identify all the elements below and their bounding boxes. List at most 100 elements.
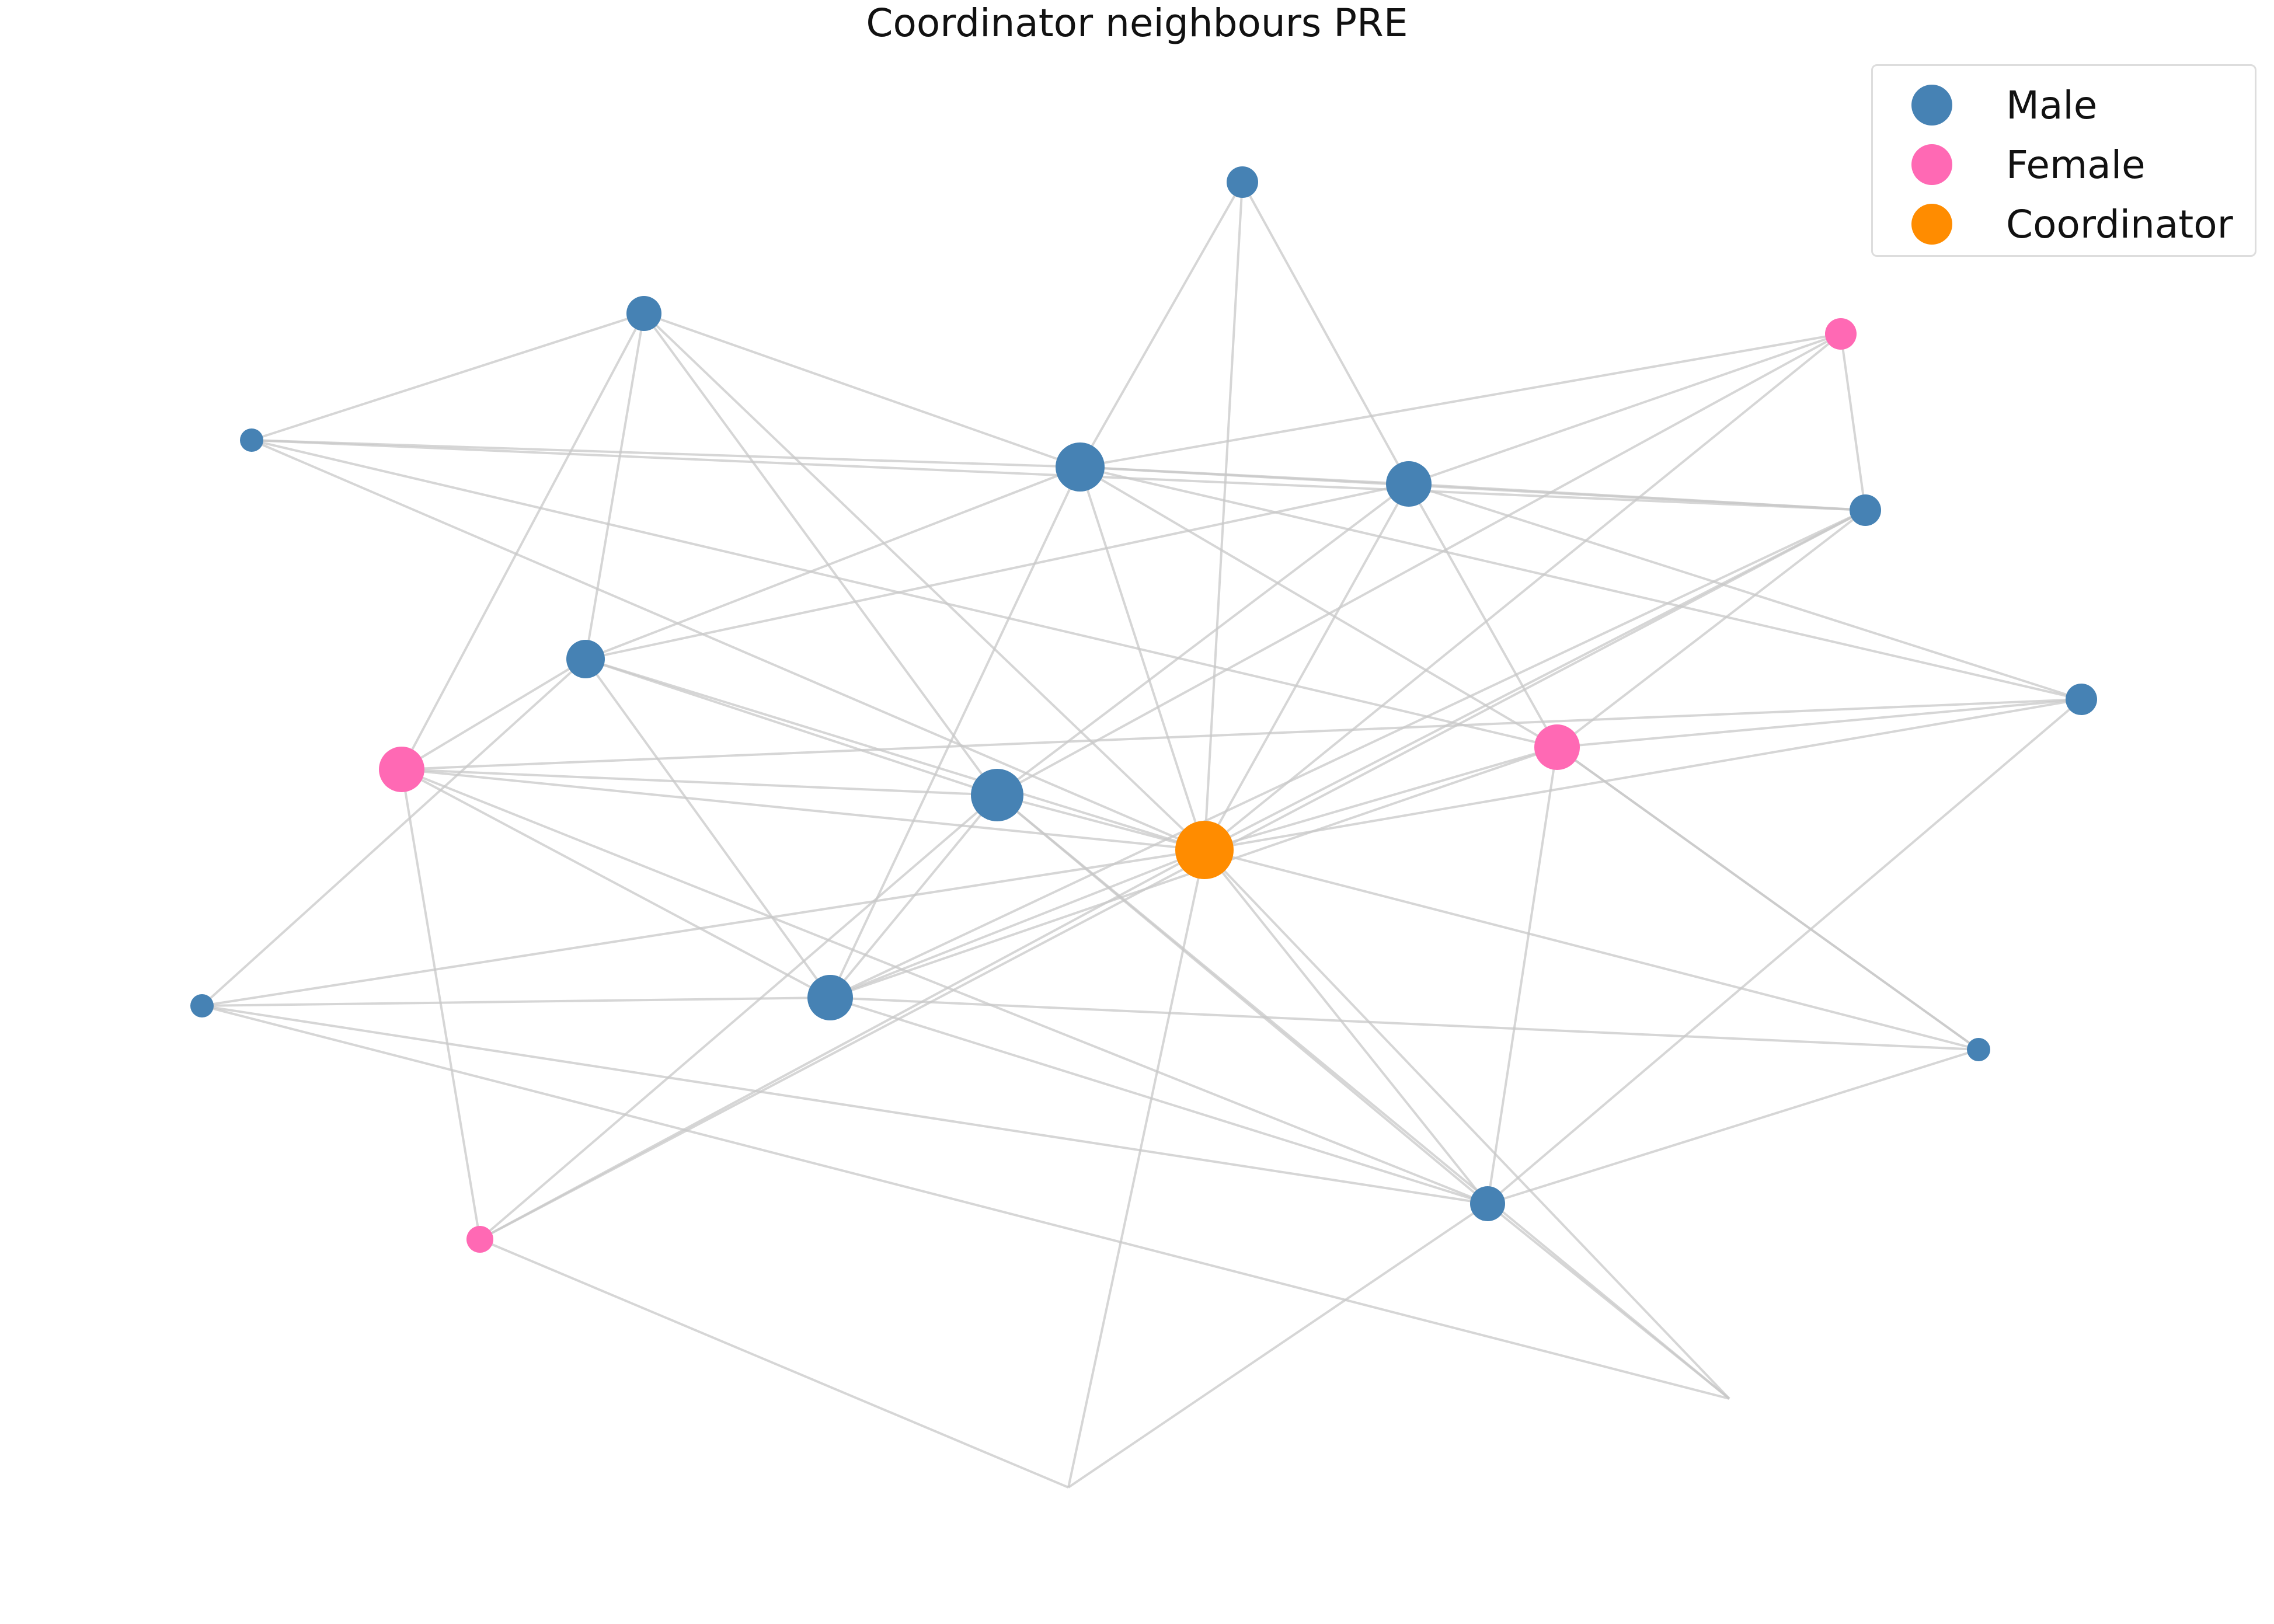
edge-m9-m12 bbox=[1486, 698, 2083, 1205]
edge-m6-m7 bbox=[585, 658, 998, 796]
legend-item-female: Female bbox=[1873, 136, 2255, 194]
legend-item-coordinator: Coordinator bbox=[1873, 196, 2255, 254]
edge-f1-m8 bbox=[1840, 333, 1866, 511]
edge-m1-m4 bbox=[1079, 182, 1244, 468]
node-m9 bbox=[2066, 684, 2097, 715]
edge-m4-f3 bbox=[1079, 466, 1558, 748]
edges-layer bbox=[201, 182, 2083, 1489]
legend-item-male: Male bbox=[1873, 76, 2255, 135]
edge-f2-m9 bbox=[401, 698, 2082, 771]
edge-m4-m9 bbox=[1079, 466, 2082, 701]
edge-m7-m10 bbox=[829, 794, 998, 999]
edge-coordinator-f1 bbox=[1203, 333, 1842, 851]
legend: Male Female Coordinator bbox=[1871, 64, 2256, 257]
legend-label-male: Male bbox=[2006, 83, 2098, 128]
edge-coordinator-m12 bbox=[1203, 849, 1489, 1205]
edge-m2-m6 bbox=[584, 313, 645, 660]
edge-coordinator-f4 bbox=[479, 849, 1205, 1240]
node-m8 bbox=[1850, 494, 1881, 526]
edge-m12-m11 bbox=[201, 1005, 1488, 1205]
edge-f1-m7 bbox=[997, 333, 1841, 796]
legend-swatch-coordinator bbox=[1911, 204, 1952, 245]
node-m6 bbox=[566, 640, 605, 678]
edge-m2-f2 bbox=[401, 313, 645, 770]
node-m12 bbox=[1470, 1186, 1505, 1221]
edge-m10-m13 bbox=[830, 996, 1979, 1051]
edge-m9-f3 bbox=[1556, 698, 2082, 748]
node-m3 bbox=[240, 428, 263, 452]
edge-m6-m11 bbox=[201, 658, 587, 1007]
edge-coordinator-m11 bbox=[201, 849, 1205, 1007]
edge-m11-u2 bbox=[201, 1005, 1730, 1400]
edge-m10-m12 bbox=[830, 996, 1488, 1205]
edge-m5-f3 bbox=[1408, 483, 1558, 748]
node-m11 bbox=[190, 994, 214, 1017]
nodes-layer bbox=[190, 166, 2097, 1253]
edge-m3-m4 bbox=[251, 439, 1081, 468]
node-m4 bbox=[1056, 442, 1105, 492]
node-m13 bbox=[1967, 1038, 1990, 1061]
edge-coordinator-m5 bbox=[1203, 483, 1410, 851]
edge-f3-m12 bbox=[1486, 747, 1558, 1204]
edge-coordinator-f2 bbox=[401, 768, 1205, 851]
edge-m12-m13 bbox=[1487, 1048, 1979, 1205]
edge-f2-m12 bbox=[401, 768, 1488, 1205]
node-m1 bbox=[1227, 166, 1258, 198]
edge-m10-m11 bbox=[201, 996, 831, 1007]
edge-m8-m10 bbox=[830, 509, 1866, 999]
edge-m12-u1 bbox=[1067, 1203, 1489, 1489]
edge-f4-u1 bbox=[479, 1238, 1069, 1489]
node-f2 bbox=[379, 747, 424, 792]
node-f4 bbox=[466, 1226, 493, 1253]
edge-m13-f3 bbox=[1556, 746, 1980, 1051]
edge-coordinator-m9 bbox=[1204, 698, 2082, 851]
edge-coordinator-m6 bbox=[585, 658, 1205, 851]
edge-m7-m12 bbox=[996, 794, 1489, 1205]
edge-m7-f4 bbox=[479, 794, 998, 1240]
node-m2 bbox=[626, 296, 661, 331]
edge-m2-m4 bbox=[643, 312, 1081, 468]
edge-m5-m7 bbox=[996, 483, 1410, 796]
edge-f2-f4 bbox=[401, 769, 481, 1240]
edge-coordinator-m7 bbox=[997, 794, 1205, 851]
edge-f2-m10 bbox=[401, 768, 831, 999]
node-coordinator bbox=[1175, 821, 1234, 879]
node-m10 bbox=[807, 975, 853, 1020]
edge-f1-m5 bbox=[1408, 333, 1841, 485]
edge-m5-m8 bbox=[1408, 483, 1866, 511]
edge-m3-f3 bbox=[251, 439, 1558, 748]
edge-m1-m5 bbox=[1241, 182, 1410, 485]
edge-coordinator-m4 bbox=[1079, 466, 1206, 851]
chart-title: Coordinator neighbours PRE bbox=[866, 1, 1408, 46]
edge-m4-m6 bbox=[585, 466, 1081, 660]
edge-f3-m8 bbox=[1556, 509, 1866, 748]
edge-f2-m7 bbox=[401, 768, 998, 796]
node-m5 bbox=[1386, 461, 1432, 507]
edge-coordinator-m2 bbox=[643, 312, 1206, 851]
edge-coordinator-m8 bbox=[1204, 509, 1866, 851]
node-f1 bbox=[1825, 318, 1857, 350]
edge-coordinator-m13 bbox=[1204, 849, 1979, 1051]
edge-m6-m10 bbox=[584, 658, 831, 999]
edge-m4-f1 bbox=[1079, 333, 1841, 468]
node-f3 bbox=[1534, 724, 1580, 770]
edge-coordinator-u1 bbox=[1067, 849, 1206, 1488]
edge-m2-m3 bbox=[251, 312, 645, 441]
edge-coordinator-m1 bbox=[1203, 182, 1244, 851]
edge-coordinator-f3 bbox=[1204, 746, 1558, 851]
legend-swatch-female bbox=[1911, 144, 1952, 185]
legend-label-coordinator: Coordinator bbox=[2006, 202, 2233, 247]
edge-coordinator-u2 bbox=[1203, 849, 1730, 1400]
node-m7 bbox=[971, 769, 1023, 821]
edge-coordinator-m10 bbox=[830, 849, 1205, 999]
edge-m5-m9 bbox=[1408, 483, 2082, 701]
edge-m6-f2 bbox=[401, 658, 587, 771]
edge-coordinator-m3 bbox=[251, 439, 1205, 851]
legend-swatch-male bbox=[1911, 85, 1952, 126]
edge-m4-m10 bbox=[829, 466, 1081, 998]
legend-label-female: Female bbox=[2006, 142, 2146, 187]
edge-m12-u2 bbox=[1486, 1203, 1730, 1400]
edge-m8-f4 bbox=[479, 509, 1866, 1240]
